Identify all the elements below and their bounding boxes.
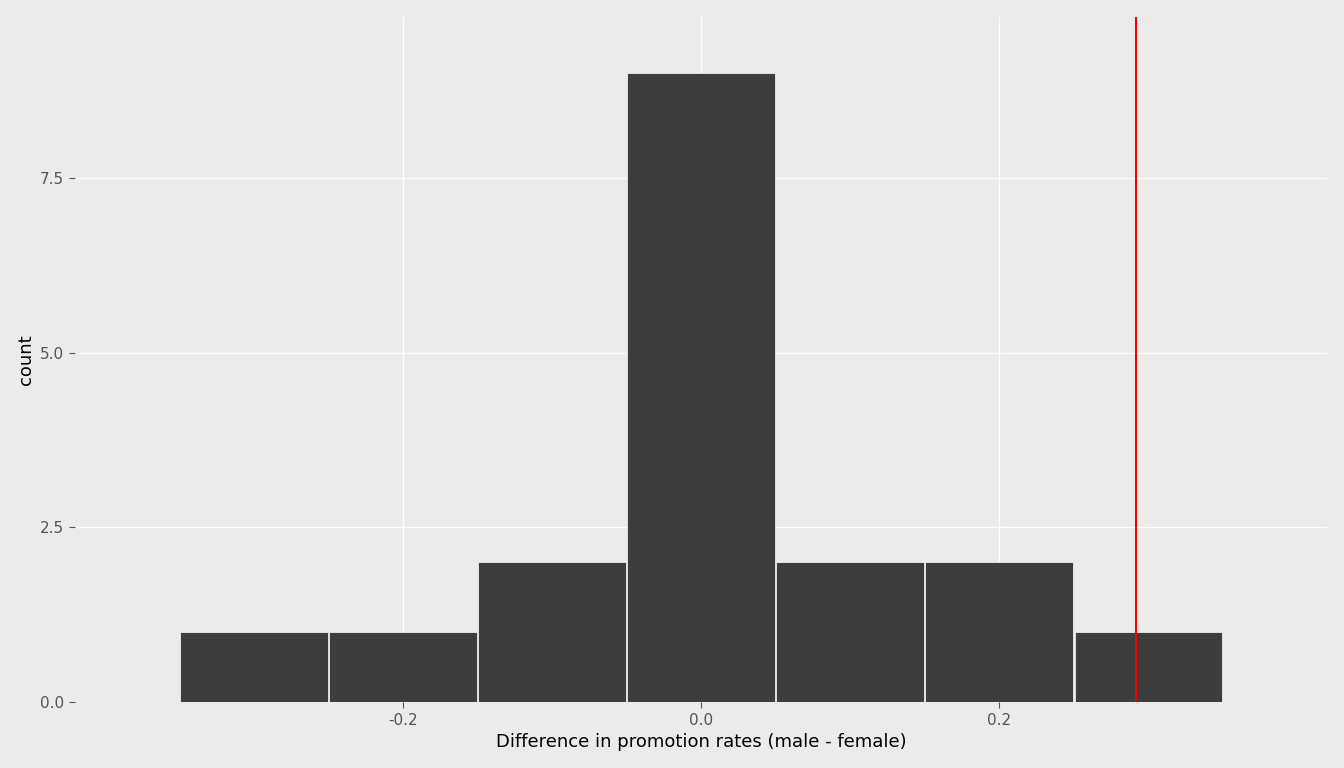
Bar xyxy=(1075,632,1222,703)
X-axis label: Difference in promotion rates (male - female): Difference in promotion rates (male - fe… xyxy=(496,733,906,751)
Bar xyxy=(180,632,328,703)
Bar xyxy=(926,562,1073,703)
Bar xyxy=(777,562,923,703)
Bar xyxy=(329,632,477,703)
Bar xyxy=(628,73,775,703)
Bar xyxy=(478,562,626,703)
Y-axis label: count: count xyxy=(16,334,35,385)
